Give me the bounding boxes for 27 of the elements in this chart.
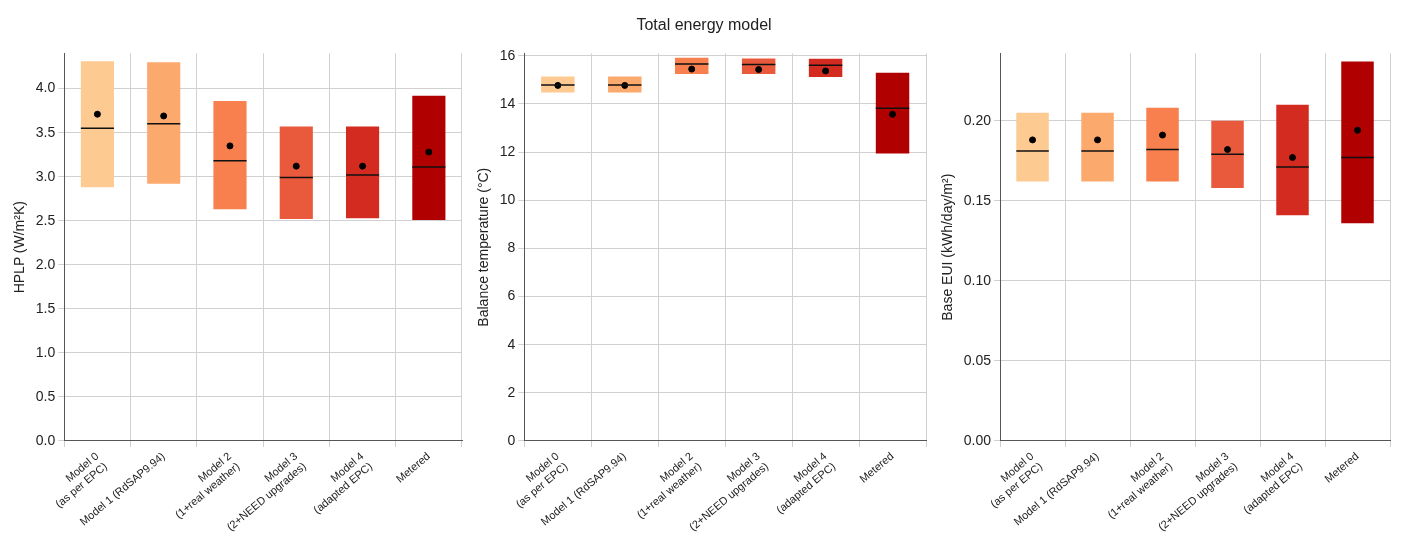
y-tick-label: 0.05 (963, 351, 992, 368)
y-tick-label: 4 (507, 335, 516, 352)
y-tick-label: 14 (499, 94, 516, 111)
y-tick-label: 0.10 (963, 271, 992, 288)
y-tick-label: 0.00 (963, 431, 992, 448)
y-tick-label: 10 (499, 191, 516, 208)
y-tick-label: 0.5 (35, 387, 56, 404)
y-tick-label: 1.0 (35, 343, 56, 360)
chart-title: Total energy model (636, 16, 772, 33)
y-tick-label: 2 (507, 383, 516, 400)
y-tick-label: 0.15 (963, 191, 992, 208)
y-tick-label: 1.5 (35, 299, 56, 316)
y-axis-title: Base EUI (kWh/day/m²) (939, 173, 956, 321)
y-tick-label: 16 (499, 46, 516, 63)
y-tick-label: 0.0 (35, 431, 56, 448)
y-tick-label: 3.5 (35, 123, 56, 140)
y-tick-label: 2.5 (35, 211, 56, 228)
y-axis-title: Balance temperature (°C) (475, 167, 492, 327)
y-tick-label: 0 (507, 431, 516, 448)
y-tick-label: 0.20 (963, 111, 992, 128)
y-tick-label: 8 (507, 239, 516, 256)
y-axis-title: HPLP (W/m²K) (11, 201, 28, 294)
y-tick-label: 12 (499, 142, 516, 159)
y-tick-label: 3.0 (35, 167, 56, 184)
y-tick-label: 2.0 (35, 255, 56, 272)
y-tick-label: 4.0 (35, 79, 56, 96)
y-tick-label: 6 (507, 287, 516, 304)
